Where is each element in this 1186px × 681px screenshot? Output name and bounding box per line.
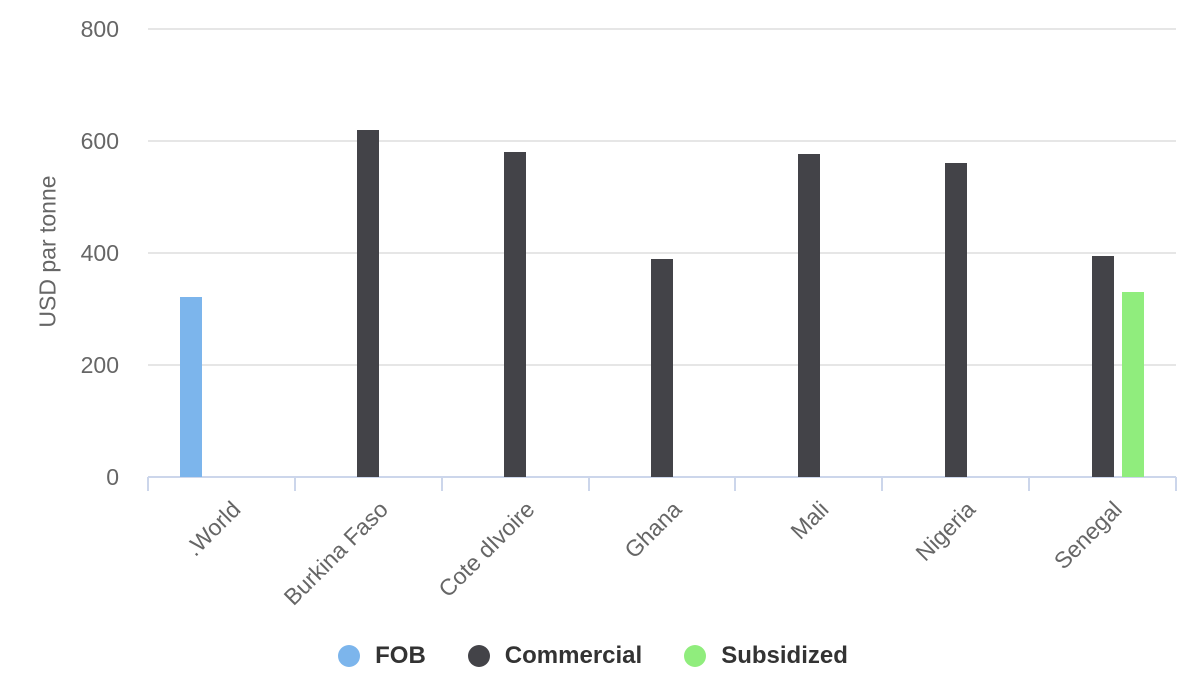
x-axis-tick <box>587 477 590 491</box>
bar-commercial-nigeria[interactable] <box>944 163 967 477</box>
bar-commercial-burkinafaso[interactable] <box>357 129 380 477</box>
legend-item-commercial[interactable]: Commercial <box>467 642 643 670</box>
legend-marker-icon <box>684 645 707 667</box>
bar-commercial-senegal[interactable] <box>1091 255 1114 477</box>
x-axis-label-ghana: Ghana <box>619 496 687 564</box>
x-axis-tick <box>734 477 737 491</box>
legend-marker-icon <box>338 645 361 667</box>
x-axis-label-burkinafaso: Burkina Faso <box>278 496 393 611</box>
y-axis-tick-label-400: 400 <box>80 240 119 266</box>
bar-commercial-ghana[interactable] <box>651 258 673 477</box>
x-axis-label-nigeria: Nigeria <box>910 496 981 566</box>
legend-label: FOB <box>375 642 426 669</box>
x-axis-label-mali: Mali <box>785 496 834 545</box>
legend-label: Commercial <box>504 642 643 669</box>
y-gridline-400 <box>148 252 1176 254</box>
y-axis-tick-label-800: 800 <box>80 16 119 42</box>
x-axis-label-cotedivoire: Cote dIvoire <box>433 496 540 603</box>
x-axis-line <box>148 476 1176 478</box>
y-axis-tick-label-600: 600 <box>80 128 119 154</box>
bar-commercial-cotedivoire[interactable] <box>504 152 527 477</box>
plot-area <box>147 28 1177 491</box>
x-axis-tick <box>1175 477 1177 491</box>
y-axis-tick-label-0: 0 <box>106 464 119 490</box>
legend-label: Subsidized <box>721 642 848 669</box>
y-gridline-800 <box>148 28 1176 30</box>
y-axis-tick-label-200: 200 <box>80 352 119 378</box>
y-gridline-600 <box>148 140 1176 142</box>
x-axis-tick <box>147 477 149 491</box>
legend: FOB Commercial Subsidized <box>0 642 1186 670</box>
x-axis-label-world: .World <box>180 496 246 562</box>
bar-subsidized-senegal[interactable] <box>1121 292 1144 477</box>
legend-item-subsidized[interactable]: Subsidized <box>684 642 848 670</box>
x-axis-tick <box>1028 477 1031 491</box>
x-axis-tick <box>293 477 296 491</box>
x-axis-label-senegal: Senegal <box>1048 496 1127 575</box>
legend-marker-icon <box>467 645 490 667</box>
legend-item-fob[interactable]: FOB <box>338 642 426 670</box>
bar-fob-world[interactable] <box>180 296 203 477</box>
x-axis-tick <box>881 477 884 491</box>
x-axis-tick <box>440 477 443 491</box>
bar-commercial-mali[interactable] <box>797 153 820 477</box>
